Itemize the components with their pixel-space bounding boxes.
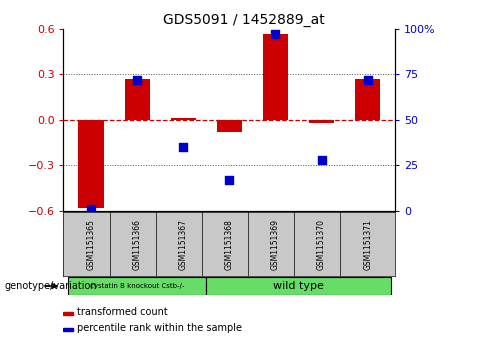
Bar <box>63 329 73 331</box>
Point <box>180 144 187 150</box>
Point <box>364 77 371 83</box>
Text: GSM1151371: GSM1151371 <box>363 219 372 270</box>
Bar <box>355 79 380 120</box>
Bar <box>309 120 334 123</box>
Text: GSM1151369: GSM1151369 <box>271 219 280 270</box>
Bar <box>63 313 73 315</box>
Point <box>225 177 233 183</box>
Text: wild type: wild type <box>273 281 324 291</box>
Text: GSM1151366: GSM1151366 <box>133 219 142 270</box>
Point <box>271 32 279 37</box>
Text: GSM1151370: GSM1151370 <box>317 219 326 270</box>
Text: GSM1151368: GSM1151368 <box>225 219 234 270</box>
Point <box>133 77 141 83</box>
Bar <box>263 34 288 120</box>
Bar <box>171 118 196 120</box>
Text: cystatin B knockout Cstb-/-: cystatin B knockout Cstb-/- <box>90 283 184 289</box>
Text: genotype/variation: genotype/variation <box>5 281 98 291</box>
Text: GDS5091 / 1452889_at: GDS5091 / 1452889_at <box>163 13 325 27</box>
Bar <box>217 120 242 132</box>
Text: GSM1151365: GSM1151365 <box>86 219 96 270</box>
Bar <box>206 277 391 295</box>
Point <box>87 206 95 212</box>
Text: percentile rank within the sample: percentile rank within the sample <box>77 323 242 334</box>
Point <box>318 157 325 163</box>
Text: transformed count: transformed count <box>77 307 167 318</box>
Bar <box>124 79 150 120</box>
Bar <box>68 277 206 295</box>
Text: GSM1151367: GSM1151367 <box>179 219 188 270</box>
Bar <box>79 120 104 208</box>
